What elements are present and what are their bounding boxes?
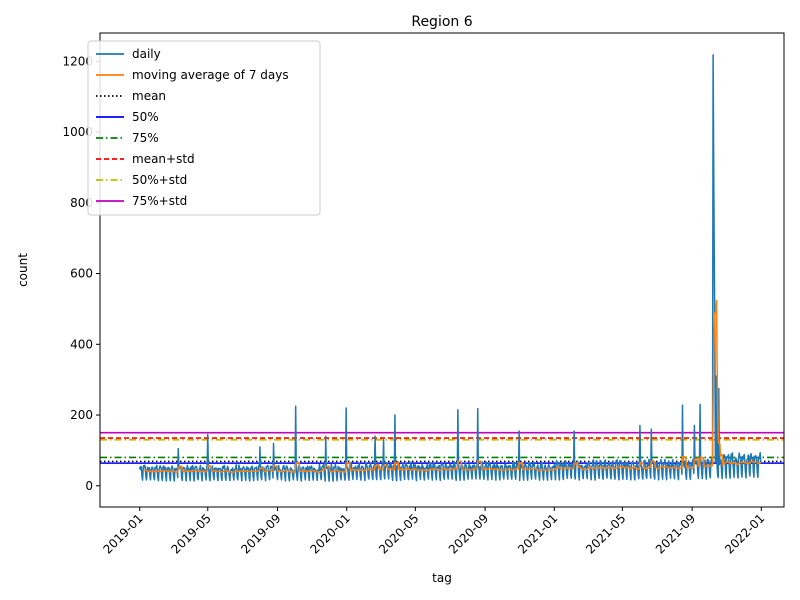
y-tick-label: 0 bbox=[85, 479, 93, 493]
legend-entry: 50%+std bbox=[132, 173, 187, 187]
legend-entry: 75% bbox=[132, 131, 159, 145]
y-axis-label: count bbox=[16, 253, 30, 287]
y-tick-label: 400 bbox=[70, 337, 93, 351]
y-tick-label: 600 bbox=[70, 267, 93, 281]
legend-entry: mean bbox=[132, 89, 166, 103]
legend-entry: daily bbox=[132, 47, 161, 61]
y-tick-label: 200 bbox=[70, 408, 93, 422]
legend-entry: moving average of 7 days bbox=[132, 68, 289, 82]
chart-title: Region 6 bbox=[411, 14, 472, 30]
legend-entry: 50% bbox=[132, 110, 159, 124]
legend-entry: 75%+std bbox=[132, 194, 187, 208]
legend: daily moving average of 7 days mean 50% 75% m… bbox=[88, 41, 320, 215]
x-axis-label: tag bbox=[432, 571, 452, 585]
legend-entry: mean+std bbox=[132, 152, 195, 166]
